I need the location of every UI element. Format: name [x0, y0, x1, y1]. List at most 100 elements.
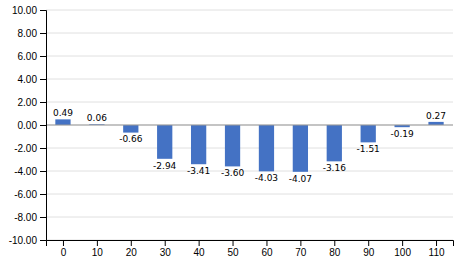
y-tick-label: -10.00: [9, 235, 38, 246]
data-label: -0.66: [119, 134, 143, 144]
bar: [157, 125, 172, 159]
y-tick: 2.00: [18, 97, 46, 108]
y-tick: -4.00: [14, 166, 46, 177]
y-tick-label: 10.00: [12, 5, 37, 16]
grid-line: [46, 148, 453, 149]
x-tick: 0: [61, 240, 67, 258]
y-tick-mark: [40, 125, 46, 126]
x-tick-mark: [300, 240, 301, 246]
data-label: 0.06: [87, 113, 107, 123]
plot: 0 10 20 30 40 50 60 70 80 90 100 110 -10.00 -8.00 -6.0…: [9, 5, 454, 258]
data-label: -0.19: [390, 129, 414, 139]
x-tick-label: 100: [394, 247, 411, 258]
grid-line: [46, 217, 453, 218]
y-tick-label: -6.00: [14, 189, 37, 200]
data-labels: 0.49 0.06 -0.66 -2.94 -3.41 -3.60 -4.03 -4.07 -3…: [53, 108, 446, 183]
y-axis: -10.00 -8.00 -6.00 -4.00 -2.00 0.00 2.00 4.00 6.…: [9, 5, 47, 246]
x-tick-mark: [63, 240, 64, 246]
y-tick-mark: [40, 33, 46, 34]
x-tick: 80: [329, 240, 341, 258]
grid-line: [46, 125, 453, 126]
zero-line: [46, 125, 453, 126]
x-tick-label: 110: [429, 247, 445, 258]
bar: [123, 125, 138, 133]
data-label: -4.03: [255, 173, 278, 183]
y-tick-label: -8.00: [14, 212, 37, 223]
x-tick-label: 0: [61, 247, 67, 258]
x-tick-mark: [266, 240, 267, 246]
data-label: 0.27: [426, 111, 446, 121]
data-label: -3.16: [323, 163, 347, 173]
chart: 0 10 20 30 40 50 60 70 80 90 100 110 -10.00 -8.00 -6.0…: [0, 0, 465, 262]
x-tick: 50: [227, 240, 239, 258]
grid-line: [46, 171, 453, 172]
bars: [55, 119, 443, 171]
data-label: -1.51: [357, 144, 380, 154]
data-label: -3.60: [221, 168, 245, 178]
x-tick-label: 50: [227, 247, 239, 258]
y-tick-label: 0.00: [18, 120, 38, 131]
x-tick-label: 80: [329, 247, 341, 258]
bar: [259, 125, 274, 171]
data-label: -2.94: [153, 161, 177, 171]
grid-line: [46, 79, 453, 80]
y-tick-mark: [40, 217, 46, 218]
bar: [293, 125, 308, 172]
grid-line: [46, 33, 453, 34]
y-tick-label: 4.00: [18, 74, 38, 85]
bar: [361, 125, 376, 142]
y-tick: 8.00: [18, 28, 46, 39]
bar: [191, 125, 206, 164]
chart-container: 0 10 20 30 40 50 60 70 80 90 100 110 -10.00 -8.00 -6.0…: [0, 0, 465, 262]
bar: [55, 119, 70, 125]
data-label: -4.07: [289, 174, 312, 184]
y-tick-label: 6.00: [18, 51, 38, 62]
x-tick-label: 20: [126, 247, 138, 258]
y-tick: 0.00: [18, 120, 46, 131]
y-tick-mark: [40, 194, 46, 195]
x-tick-mark: [368, 240, 369, 246]
x-tick: 110: [429, 240, 445, 258]
y-tick-mark: [40, 171, 46, 172]
x-tick: 40: [194, 240, 206, 258]
grid-line: [46, 194, 453, 195]
x-axis: 0 10 20 30 40 50 60 70 80 90 100 110: [47, 240, 454, 258]
y-tick: 10.00: [12, 5, 46, 16]
y-tick-mark: [40, 102, 46, 103]
y-tick: 6.00: [18, 51, 46, 62]
y-tick: -8.00: [14, 212, 46, 223]
x-tick-mark: [165, 240, 166, 246]
y-tick-mark: [40, 240, 46, 241]
y-tick-label: 2.00: [18, 97, 38, 108]
y-tick-label: -2.00: [14, 143, 37, 154]
grid-line: [46, 102, 453, 103]
y-tick-mark: [40, 10, 46, 11]
x-tick-label: 70: [295, 247, 307, 258]
x-tick: 30: [160, 240, 172, 258]
x-tick: 60: [261, 240, 273, 258]
x-tick-label: 60: [261, 247, 273, 258]
y-tick-mark: [40, 148, 46, 149]
y-tick: -6.00: [14, 189, 46, 200]
data-label: -3.41: [187, 166, 210, 176]
x-tick: 10: [92, 240, 104, 258]
x-tick-label: 30: [160, 247, 172, 258]
y-tick: -2.00: [14, 143, 46, 154]
y-tick-mark: [40, 56, 46, 57]
x-tick-label: 10: [92, 247, 104, 258]
x-tick-mark: [402, 240, 403, 246]
grid: [46, 10, 453, 240]
data-label: 0.49: [53, 108, 73, 118]
x-tick-mark: [131, 240, 132, 246]
y-tick-label: 8.00: [18, 28, 38, 39]
bar: [327, 125, 342, 161]
x-tick: 20: [126, 240, 138, 258]
y-axis-line: [40, 11, 47, 241]
x-tick-label: 90: [363, 247, 375, 258]
x-tick: 90: [363, 240, 375, 258]
x-tick-mark: [97, 240, 98, 246]
x-tick-mark: [199, 240, 200, 246]
x-tick: 100: [394, 240, 411, 258]
x-tick-mark: [436, 240, 437, 246]
y-tick: -10.00: [9, 235, 46, 246]
